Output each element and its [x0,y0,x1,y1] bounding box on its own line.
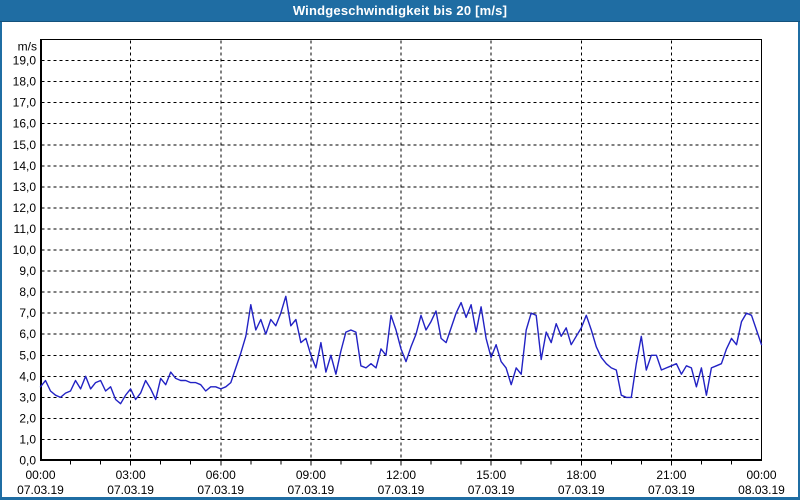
svg-text:3,0: 3,0 [19,390,36,404]
window-titlebar[interactable]: Windgeschwindigkeit bis 20 [m/s] [0,0,800,22]
svg-text:07.03.19: 07.03.19 [197,483,244,497]
svg-text:06:00: 06:00 [206,468,236,482]
svg-text:12,0: 12,0 [13,201,37,215]
svg-text:08.03.19: 08.03.19 [738,483,785,497]
wind-speed-line [39,295,763,405]
wind-speed-chart: 0,0 1,0 2,0 3,0 4,0 5,0 6,0 7,0 8,0 9,0 10,0 11,0 12… [13,39,785,497]
svg-text:07.03.19: 07.03.19 [648,483,695,497]
svg-text:17,0: 17,0 [13,96,37,110]
svg-text:5,0: 5,0 [19,348,36,362]
svg-text:12:00: 12:00 [386,468,416,482]
svg-text:m/s: m/s [18,40,37,54]
svg-text:07.03.19: 07.03.19 [468,483,515,497]
svg-text:21:00: 21:00 [656,468,686,482]
svg-text:13,0: 13,0 [13,180,37,194]
svg-text:7,0: 7,0 [19,306,36,320]
svg-text:07.03.19: 07.03.19 [558,483,605,497]
chart-area: 0,0 1,0 2,0 3,0 4,0 5,0 6,0 7,0 8,0 9,0 10,0 11,0 12… [2,22,798,497]
svg-text:18,0: 18,0 [13,75,37,89]
svg-text:15,0: 15,0 [13,138,37,152]
svg-text:16,0: 16,0 [13,117,37,131]
svg-text:2,0: 2,0 [19,411,36,425]
svg-text:07.03.19: 07.03.19 [288,483,335,497]
svg-text:11,0: 11,0 [14,222,37,236]
svg-text:4,0: 4,0 [19,369,36,383]
svg-text:03:00: 03:00 [116,468,146,482]
x-axis-labels: 00:00 03:00 06:00 09:00 12:00 15:00 18:00 21:00… [25,468,776,482]
svg-text:07.03.19: 07.03.19 [107,483,154,497]
svg-text:1,0: 1,0 [19,432,36,446]
svg-text:09:00: 09:00 [296,468,326,482]
svg-text:14,0: 14,0 [13,159,37,173]
svg-text:07.03.19: 07.03.19 [378,483,425,497]
svg-text:07.03.19: 07.03.19 [17,483,64,497]
y-axis-labels: 0,0 1,0 2,0 3,0 4,0 5,0 6,0 7,0 8,0 9,0 10,0 11,0 12… [13,54,37,468]
svg-text:00:00: 00:00 [746,468,776,482]
y-axis-unit-label: m/s [18,40,37,54]
svg-text:0,0: 0,0 [19,454,36,468]
svg-text:9,0: 9,0 [19,264,36,278]
window-title: Windgeschwindigkeit bis 20 [m/s] [292,3,508,18]
svg-text:00:00: 00:00 [25,468,55,482]
svg-text:19,0: 19,0 [13,54,37,68]
x-minor-ticks [70,460,732,466]
svg-text:10,0: 10,0 [13,243,37,257]
svg-text:8,0: 8,0 [19,285,36,299]
date-labels: 07.03.19 07.03.19 07.03.19 07.03.19 07.03.19… [17,483,785,497]
svg-text:15:00: 15:00 [476,468,506,482]
svg-text:6,0: 6,0 [19,327,36,341]
svg-text:18:00: 18:00 [566,468,596,482]
